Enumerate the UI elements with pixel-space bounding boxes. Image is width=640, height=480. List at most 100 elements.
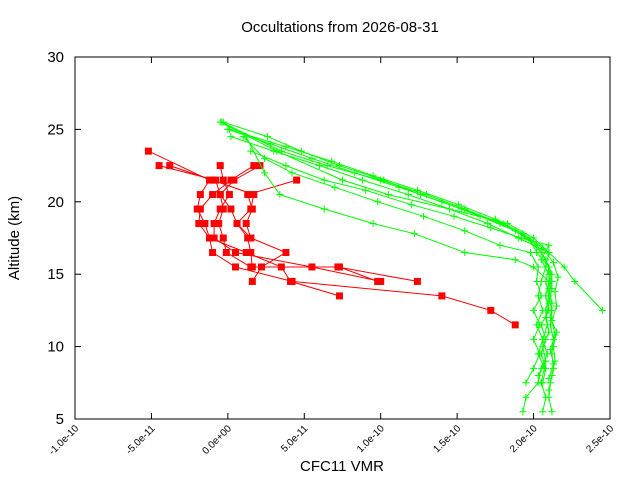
series-line bbox=[242, 136, 542, 384]
series-line bbox=[227, 128, 558, 391]
x-tick-label: 0.0e+00 bbox=[200, 423, 234, 457]
data-point bbox=[155, 162, 163, 170]
data-point bbox=[511, 321, 519, 329]
y-tick-label: 20 bbox=[47, 194, 64, 211]
data-point bbox=[195, 220, 203, 228]
data-point bbox=[331, 183, 339, 191]
data-point bbox=[548, 317, 556, 325]
data-point bbox=[545, 241, 553, 249]
data-point bbox=[410, 230, 418, 238]
data-point bbox=[537, 350, 545, 358]
data-point bbox=[551, 288, 559, 296]
data-point bbox=[545, 277, 553, 285]
x-tick-label: 5.0e-11 bbox=[279, 423, 311, 455]
data-point bbox=[522, 379, 530, 387]
data-point bbox=[545, 393, 553, 401]
plot-frame bbox=[74, 56, 611, 420]
data-point bbox=[242, 133, 250, 141]
data-point bbox=[219, 234, 227, 242]
data-point bbox=[551, 331, 559, 339]
data-point bbox=[248, 263, 256, 271]
data-point bbox=[216, 191, 224, 199]
data-point bbox=[247, 248, 255, 256]
data-point bbox=[335, 263, 343, 271]
data-point bbox=[166, 162, 174, 170]
data-point bbox=[225, 191, 233, 199]
data-point bbox=[420, 212, 428, 220]
data-point bbox=[216, 205, 224, 213]
data-point bbox=[549, 360, 557, 368]
data-point bbox=[216, 162, 224, 170]
data-point bbox=[542, 314, 550, 322]
data-point bbox=[248, 277, 256, 285]
data-point bbox=[201, 220, 209, 228]
data-point bbox=[277, 263, 285, 271]
data-point bbox=[545, 328, 553, 336]
series-6 bbox=[216, 162, 290, 285]
series-1 bbox=[144, 147, 519, 329]
y-tick-label: 15 bbox=[47, 266, 64, 283]
data-point bbox=[545, 374, 553, 382]
data-point bbox=[282, 248, 290, 256]
data-point bbox=[206, 234, 214, 242]
data-point bbox=[517, 234, 525, 242]
data-point bbox=[256, 162, 264, 170]
data-point bbox=[227, 205, 235, 213]
plot-area: -1.0e-10 -5.0e-11 0.0e+00 5.0e-11 1.0e-10 1.5… bbox=[47, 49, 616, 457]
data-point bbox=[248, 205, 256, 213]
data-point bbox=[320, 176, 328, 184]
data-point bbox=[270, 147, 278, 155]
data-point bbox=[534, 372, 542, 380]
x-tick-label: 1.5e-10 bbox=[431, 423, 463, 455]
data-point bbox=[287, 277, 295, 285]
data-point bbox=[542, 357, 550, 365]
data-point bbox=[230, 176, 238, 184]
data-point bbox=[328, 157, 336, 165]
series-line bbox=[198, 165, 340, 297]
data-point bbox=[250, 191, 258, 199]
data-point bbox=[598, 306, 606, 314]
data-point bbox=[282, 162, 290, 170]
x-tick-label: -1.0e-10 bbox=[47, 423, 81, 457]
data-point bbox=[369, 220, 377, 228]
data-point bbox=[264, 133, 272, 141]
data-point bbox=[496, 241, 504, 249]
data-point bbox=[369, 172, 377, 180]
data-point bbox=[210, 220, 218, 228]
data-point bbox=[232, 248, 239, 256]
data-point bbox=[257, 263, 265, 271]
data-point bbox=[413, 277, 421, 285]
data-point bbox=[484, 220, 492, 228]
data-point bbox=[267, 140, 275, 148]
data-point bbox=[196, 191, 204, 199]
data-point bbox=[261, 169, 269, 177]
series-13 bbox=[225, 125, 562, 382]
data-point bbox=[476, 212, 484, 220]
data-point bbox=[530, 306, 538, 314]
data-point bbox=[511, 256, 519, 264]
data-point bbox=[413, 186, 421, 194]
data-point bbox=[539, 379, 547, 387]
data-point bbox=[530, 364, 538, 372]
data-point bbox=[546, 345, 554, 353]
data-point bbox=[395, 183, 403, 191]
data-point bbox=[308, 154, 316, 162]
data-point bbox=[242, 248, 250, 256]
data-point bbox=[282, 143, 290, 151]
data-point bbox=[227, 133, 235, 141]
data-point bbox=[537, 321, 545, 329]
data-point bbox=[316, 162, 324, 170]
data-point bbox=[219, 118, 227, 126]
data-point bbox=[407, 201, 415, 209]
data-point bbox=[548, 408, 556, 416]
data-point bbox=[404, 191, 412, 199]
series-line bbox=[229, 128, 559, 379]
data-point bbox=[276, 191, 284, 199]
data-point bbox=[545, 270, 553, 278]
data-point bbox=[438, 198, 446, 206]
data-point bbox=[539, 244, 547, 252]
y-tick-label: 5 bbox=[56, 411, 64, 428]
series-line bbox=[250, 150, 553, 376]
data-point bbox=[384, 191, 392, 199]
